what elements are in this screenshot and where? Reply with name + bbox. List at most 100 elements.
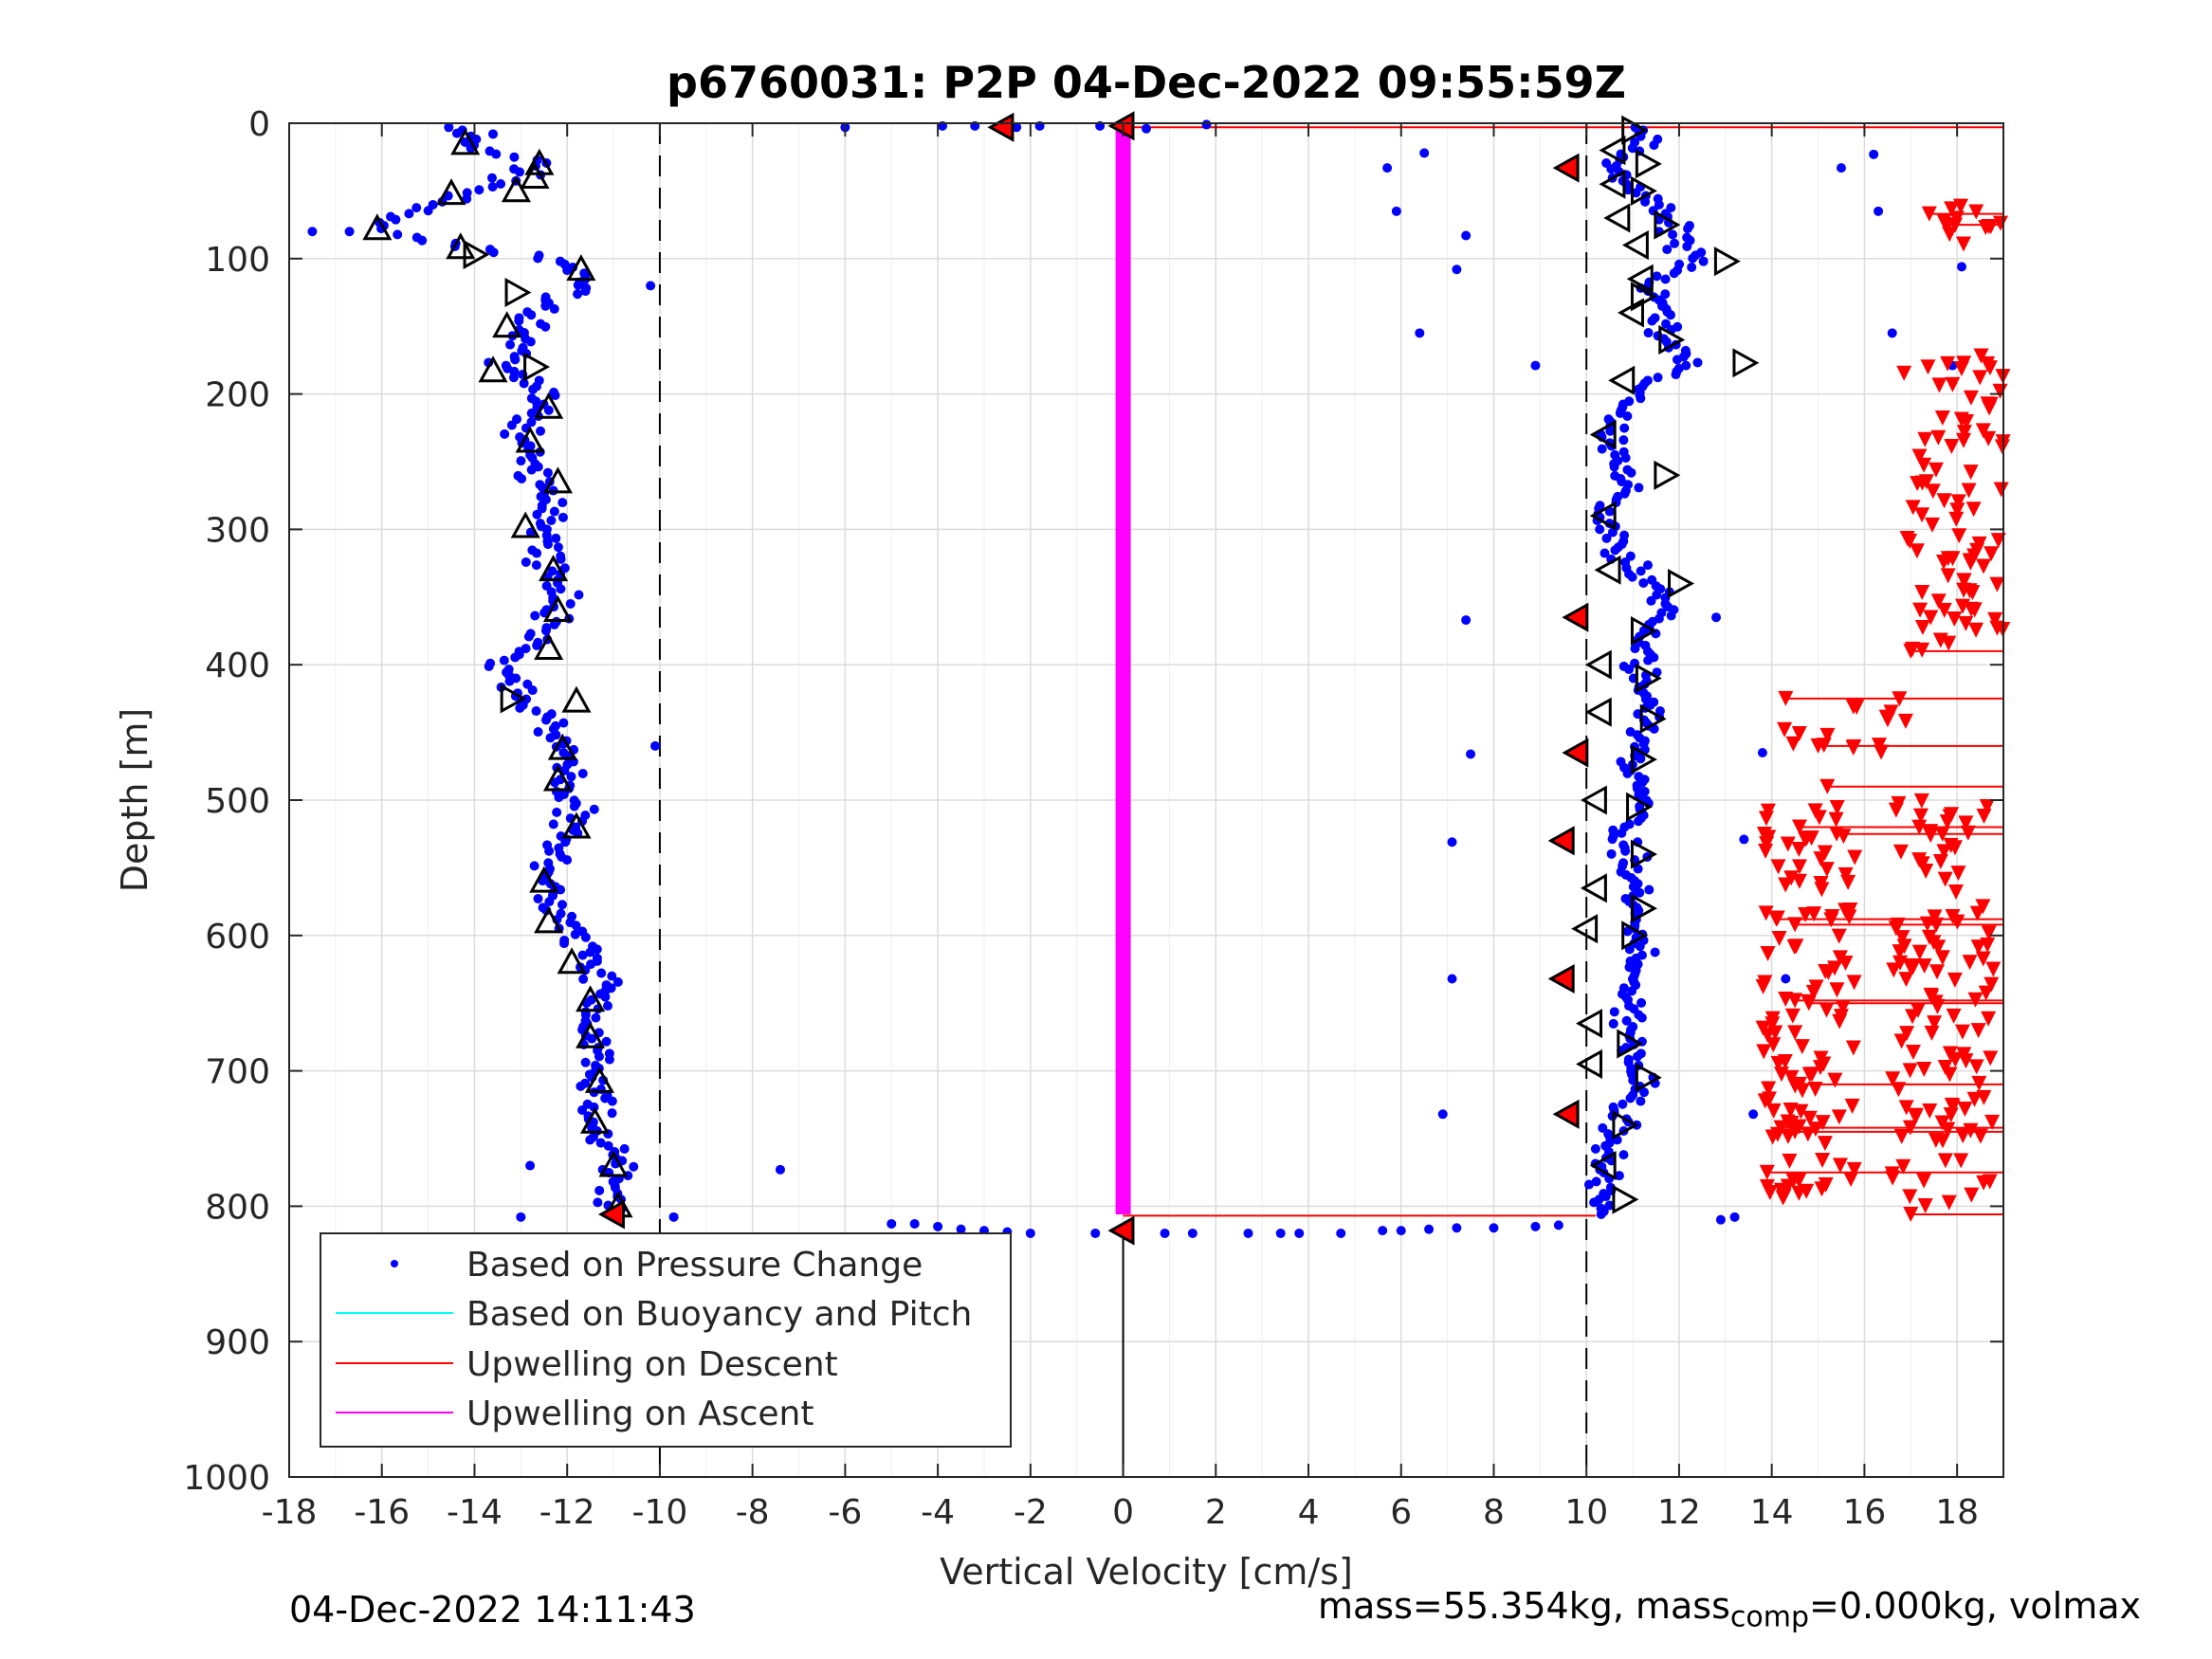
triangle-marker [542, 764, 573, 792]
upwelling-descent-marker [1928, 1132, 1944, 1148]
triangle-marker [534, 906, 564, 934]
pressure-point [1640, 196, 1651, 207]
upwelling-descent-marker [1898, 1100, 1914, 1116]
pressure-point [604, 1054, 614, 1065]
pressure-point [1591, 1176, 1601, 1187]
upwelling-descent-marker [1819, 862, 1835, 878]
upwelling-descent-marker [1914, 475, 1930, 491]
upwelling-descent-marker [1793, 1103, 1809, 1120]
pressure-point [1682, 241, 1692, 251]
upwelling-descent-marker [1962, 955, 1978, 971]
pressure-point [1636, 393, 1646, 404]
pressure-point [1643, 560, 1654, 571]
upwelling-descent-marker [1791, 1185, 1807, 1201]
pressure-point [423, 206, 433, 216]
pressure-point [527, 685, 538, 696]
upwelling-descent-marker [1930, 429, 1947, 446]
y-tick-label: 800 [205, 1188, 270, 1227]
upwelling-descent-marker [1782, 1153, 1798, 1169]
pressure-point [1606, 164, 1617, 174]
pressure-point [1639, 1087, 1650, 1098]
upwelling-descent-marker [1937, 871, 1953, 887]
pressure-point [591, 1012, 601, 1023]
pressure-point [566, 772, 576, 782]
pressure-point [1466, 749, 1476, 759]
upwelling-descent-marker [1816, 1056, 1832, 1072]
pressure-point [1638, 577, 1649, 588]
legend-marker-pressure [391, 1260, 398, 1267]
upwelling-descent-marker [1923, 610, 1939, 626]
upwelling-descent-marker [1980, 937, 1996, 953]
y-tick-label: 900 [205, 1323, 270, 1362]
upwelling-descent-marker [1787, 1025, 1803, 1041]
pressure-point [1622, 769, 1633, 779]
red-triangle-marker [1562, 738, 1589, 768]
pressure-point [1617, 828, 1627, 838]
upwelling-descent-marker [1808, 979, 1824, 995]
upwelling-descent-marker [1819, 1002, 1835, 1018]
upwelling-descent-marker [1764, 1011, 1781, 1027]
pressure-point [532, 509, 542, 520]
pressure-point [544, 846, 555, 856]
pressure-point [540, 301, 551, 311]
upwelling-descent-marker [1936, 844, 1952, 860]
triangle-marker [450, 128, 481, 155]
pressure-point [499, 655, 509, 665]
upwelling-descent-marker [1944, 438, 1960, 454]
triangle-marker [1603, 203, 1631, 233]
pressure-point [1636, 1096, 1646, 1106]
pressure-point [1671, 370, 1681, 380]
pressure-point [600, 992, 611, 1002]
pressure-point [580, 932, 591, 942]
upwelling-descent-marker [1990, 533, 2006, 549]
upwelling-descent-marker [1827, 1072, 1843, 1088]
triangle-marker [1599, 136, 1626, 166]
upwelling-descent-marker [1905, 959, 1921, 975]
upwelling-descent-marker [1947, 884, 1964, 901]
pressure-point [1711, 612, 1722, 623]
upwelling-descent-marker [1918, 863, 1934, 879]
upwelling-descent-marker [1916, 1173, 1932, 1189]
upwelling-descent-marker [1972, 370, 1988, 386]
pressure-point [573, 280, 583, 290]
upwelling-descent-marker [1970, 939, 1986, 956]
pressure-point [1634, 816, 1644, 827]
pressure-point [1869, 149, 1879, 159]
pressure-point [589, 1102, 599, 1112]
upwelling-descent-marker [1778, 877, 1794, 893]
upwelling-descent-marker [1981, 925, 1997, 941]
y-tick-label: 600 [205, 918, 270, 957]
upwelling-descent-marker [1902, 1063, 1918, 1079]
pressure-point [1627, 986, 1637, 996]
upwelling-descent-marker [1936, 554, 1952, 570]
pressure-point [1662, 245, 1673, 255]
upwelling-descent-marker [1945, 376, 1961, 392]
pressure-point [411, 203, 422, 213]
upwelling-descent-marker [1829, 799, 1845, 815]
pressure-point [603, 1129, 613, 1139]
upwelling-descent-marker [1791, 842, 1807, 858]
upwelling-descent-marker [1917, 431, 1933, 447]
pressure-point [1447, 837, 1457, 848]
pressure-point [1644, 884, 1654, 895]
pressure-point [546, 515, 557, 525]
upwelling-descent-marker [1923, 828, 1939, 844]
pressure-point [460, 137, 470, 147]
triangle-marker [1576, 1048, 1603, 1080]
triangle-marker [520, 162, 550, 190]
pressure-point [550, 391, 560, 401]
upwelling-descent-marker [1949, 502, 1965, 519]
pressure-point [560, 837, 571, 848]
upwelling-descent-marker [1932, 632, 1948, 648]
upwelling-descent-marker [1956, 1047, 1972, 1063]
pressure-point [1382, 163, 1393, 173]
pressure-point [1666, 611, 1676, 621]
legend-label-descent: Upwelling on Descent [466, 1345, 838, 1384]
pressure-point [1643, 328, 1654, 338]
upwelling-descent-marker [1968, 622, 1984, 638]
upwelling-descent-marker [1759, 1164, 1775, 1180]
upwelling-descent-marker [1878, 709, 1894, 725]
upwelling-descent-marker [1950, 866, 1966, 882]
triangle-marker [547, 733, 577, 760]
pressure-point [1605, 426, 1616, 436]
